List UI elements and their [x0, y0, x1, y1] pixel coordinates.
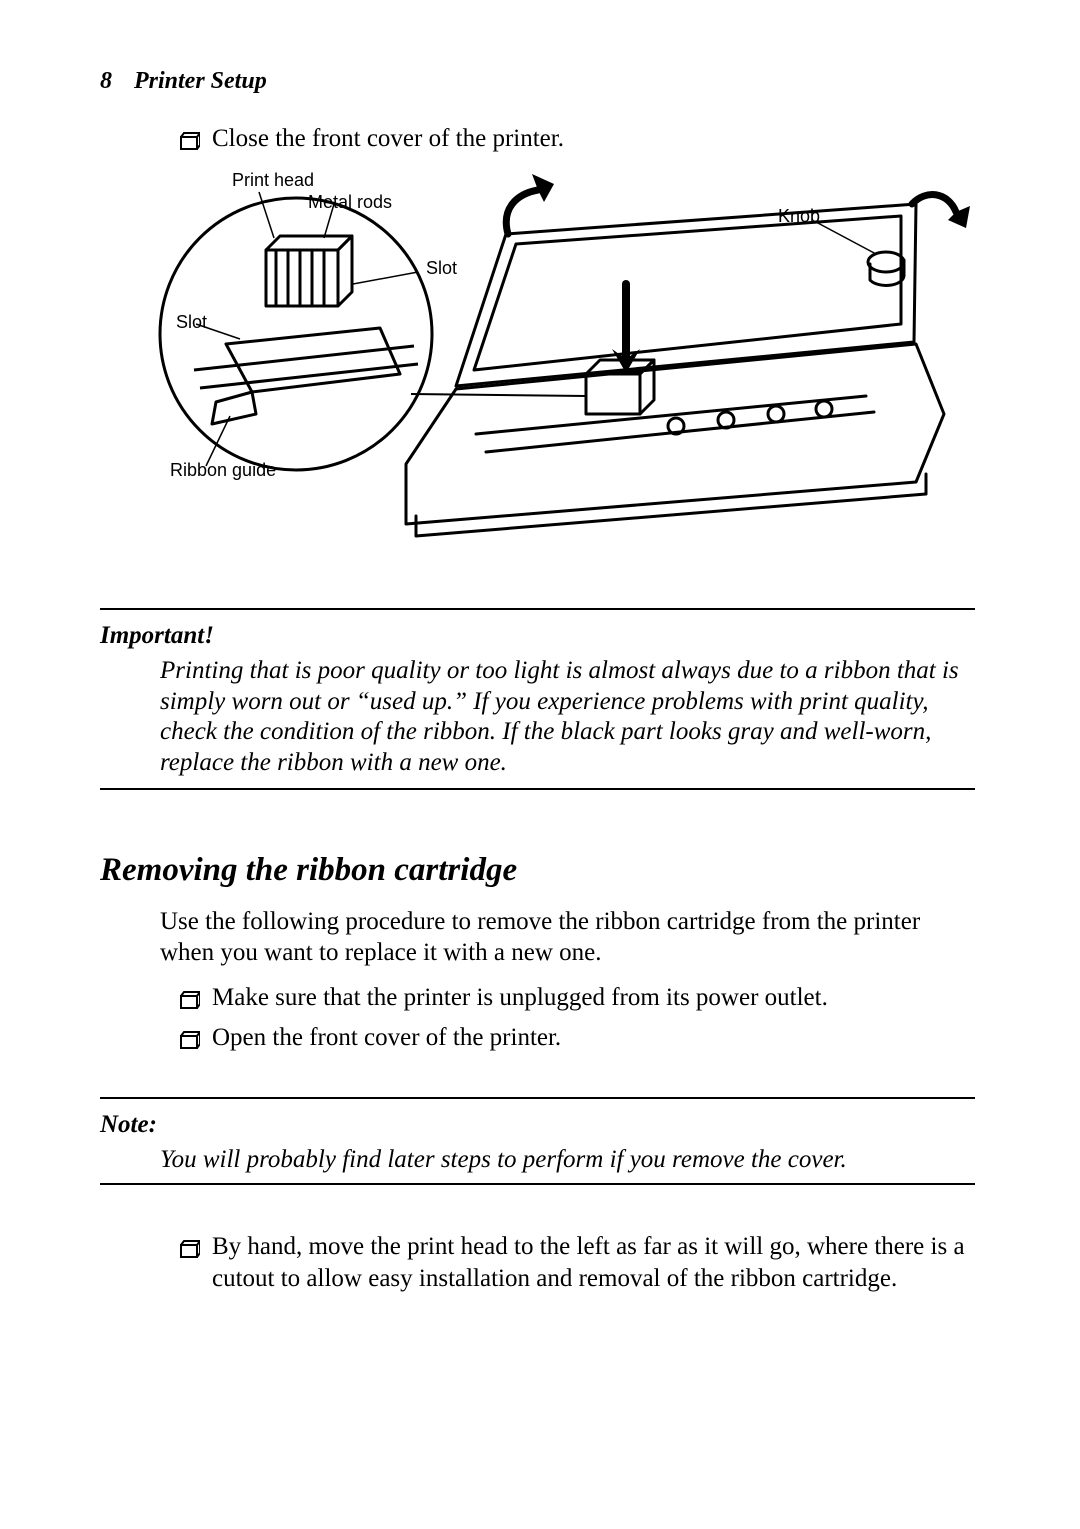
running-head-title: Printer Setup	[134, 68, 267, 94]
running-head: 8 Printer Setup	[100, 68, 975, 95]
note-body: You will probably find later steps to pe…	[160, 1145, 965, 1176]
fig-label-knob: Knob	[778, 206, 820, 227]
important-body: Printing that is poor quality or too lig…	[160, 656, 965, 778]
checkbox-icon	[180, 1235, 200, 1266]
note-label: Note:	[100, 1111, 975, 1139]
important-callout: Important! Printing that is poor quality…	[100, 608, 975, 790]
top-step-block: Close the front cover of the printer.	[180, 123, 965, 556]
document-page: 8 Printer Setup Close the front cover of …	[0, 0, 1080, 1529]
checklist-item: Open the front cover of the printer.	[180, 1022, 965, 1057]
fig-label-print-head: Print head	[232, 170, 314, 191]
checkbox-icon	[180, 1026, 200, 1057]
fig-label-metal-rods: Metal rods	[308, 192, 392, 213]
fig-label-ribbon-guide: Ribbon guide	[170, 460, 276, 481]
section-intro: Use the following procedure to remove th…	[160, 907, 965, 968]
fig-label-slot-right: Slot	[426, 258, 457, 279]
note-callout: Note: You will probably find later steps…	[100, 1097, 975, 1186]
rule	[100, 1183, 975, 1185]
checkbox-icon	[180, 127, 200, 158]
checklist-item: Make sure that the printer is unplugged …	[180, 982, 965, 1017]
checklist-text: By hand, move the print head to the left…	[212, 1231, 965, 1294]
after-note-block: By hand, move the print head to the left…	[180, 1231, 965, 1294]
printer-diagram: Print head Metal rods Slot Slot Ribbon g…	[180, 164, 965, 556]
steps-block: Make sure that the printer is unplugged …	[180, 982, 965, 1057]
rule	[100, 788, 975, 790]
rule	[100, 608, 975, 610]
printer-illustration	[156, 164, 976, 559]
checklist-item: Close the front cover of the printer.	[180, 123, 965, 158]
rule	[100, 1097, 975, 1099]
important-label: Important!	[100, 622, 975, 650]
checkbox-icon	[180, 986, 200, 1017]
checklist-text: Make sure that the printer is unplugged …	[212, 982, 965, 1013]
page-number: 8	[100, 68, 112, 94]
fig-label-slot-left: Slot	[176, 312, 207, 333]
checklist-item: By hand, move the print head to the left…	[180, 1231, 965, 1294]
section-heading: Removing the ribbon cartridge	[100, 852, 975, 889]
checklist-text: Open the front cover of the printer.	[212, 1022, 965, 1053]
checklist-text: Close the front cover of the printer.	[212, 123, 965, 154]
